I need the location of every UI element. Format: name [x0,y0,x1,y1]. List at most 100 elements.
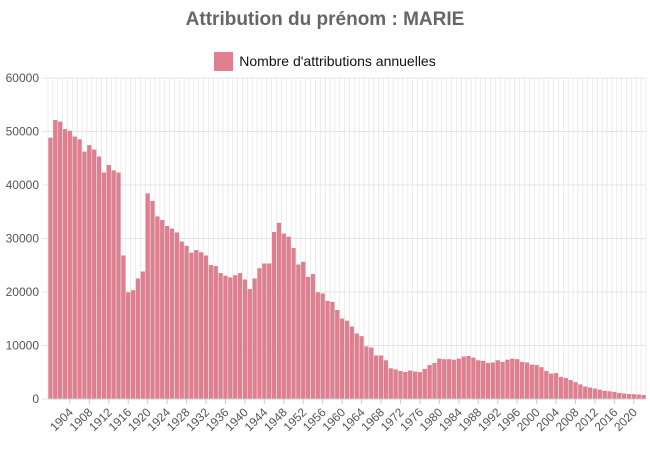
bar[interactable] [296,264,301,400]
bar[interactable] [383,360,388,400]
bar[interactable] [568,380,573,400]
bar[interactable] [247,289,252,400]
bar[interactable] [437,358,442,400]
bar[interactable] [597,389,602,400]
bar[interactable] [194,250,199,400]
bar[interactable] [165,226,170,400]
bar[interactable] [330,302,335,400]
bar[interactable] [160,220,165,400]
bar[interactable] [325,300,330,400]
bar[interactable] [534,365,539,400]
bar[interactable] [310,274,316,400]
bar[interactable] [92,149,97,400]
bar[interactable] [631,394,636,400]
bar[interactable] [529,364,534,400]
bar[interactable] [641,395,646,400]
bar[interactable] [602,390,607,400]
bar[interactable] [636,394,641,400]
bar[interactable] [607,391,612,400]
bar[interactable] [515,359,520,400]
bar[interactable] [612,391,617,400]
bar[interactable] [257,268,262,400]
bar[interactable] [422,368,427,400]
bar[interactable] [432,363,437,400]
bar[interactable] [466,356,471,400]
bar[interactable] [335,310,340,400]
bar[interactable] [101,172,106,400]
bar[interactable] [544,371,549,400]
bar[interactable] [82,151,87,400]
bar[interactable] [388,368,393,400]
bar[interactable] [519,361,525,400]
bar[interactable] [237,273,243,400]
chart-legend[interactable]: Nombre d'attributions annuelles [0,51,650,71]
bar[interactable] [505,359,510,400]
bar[interactable] [97,156,102,400]
bar[interactable] [169,228,175,400]
bar[interactable] [622,393,627,400]
bar[interactable] [408,370,413,400]
bar[interactable] [549,373,554,400]
bar[interactable] [626,394,632,400]
bar[interactable] [471,357,476,400]
bar[interactable] [403,372,408,400]
bar[interactable] [155,216,160,400]
bar[interactable] [291,247,296,400]
bar[interactable] [344,320,350,400]
bar[interactable] [476,360,481,400]
bar[interactable] [218,273,223,400]
bar[interactable] [456,358,461,400]
bar[interactable] [62,129,68,400]
bar[interactable] [539,367,544,400]
bar[interactable] [213,266,218,400]
bar[interactable] [121,255,126,400]
bar[interactable] [578,384,583,400]
bar[interactable] [199,252,204,400]
bar[interactable] [301,261,306,400]
bar[interactable] [378,355,384,400]
bar[interactable] [131,290,136,400]
bar[interactable] [223,275,228,400]
bar[interactable] [500,361,505,400]
bar[interactable] [398,371,403,400]
bar[interactable] [485,363,491,400]
bar[interactable] [354,333,359,400]
bar[interactable] [417,372,422,400]
bar[interactable] [320,293,325,400]
bar[interactable] [179,241,184,400]
bar[interactable] [276,222,281,400]
bar[interactable] [563,377,568,400]
bar[interactable] [447,359,452,400]
bar[interactable] [67,130,72,400]
bar[interactable] [413,371,418,400]
bar[interactable] [583,386,588,400]
bar[interactable] [58,121,63,400]
bar[interactable] [233,275,238,400]
bar[interactable] [554,373,559,400]
bar[interactable] [189,252,194,400]
bar[interactable] [490,362,495,400]
bar[interactable] [140,271,145,400]
bar[interactable] [242,279,247,400]
bar[interactable] [592,388,597,400]
bar[interactable] [272,231,277,400]
bar[interactable] [116,172,121,400]
bar[interactable] [267,263,272,400]
bar[interactable] [252,278,257,400]
bar[interactable] [145,193,150,400]
bar[interactable] [208,265,213,400]
bar[interactable] [588,387,593,400]
bar[interactable] [72,136,77,400]
bar[interactable] [315,292,320,400]
bar[interactable] [286,236,291,400]
bar[interactable] [106,165,111,400]
bar[interactable] [53,120,58,400]
bar[interactable] [340,318,345,400]
bar[interactable] [135,278,140,400]
bar[interactable] [427,365,432,400]
bar[interactable] [228,277,233,400]
bar[interactable] [306,276,311,400]
bar[interactable] [524,362,529,400]
bar[interactable] [262,263,267,400]
bar[interactable] [349,326,354,400]
